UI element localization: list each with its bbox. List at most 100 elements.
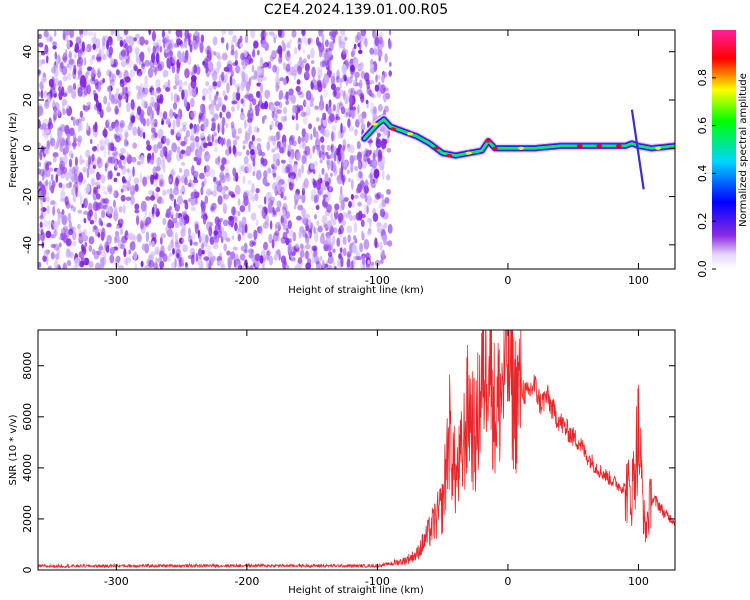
noise-speck xyxy=(262,63,267,68)
noise-speck xyxy=(198,235,202,244)
noise-speck xyxy=(320,123,325,134)
noise-speck xyxy=(299,142,302,149)
noise-speck xyxy=(57,137,63,148)
noise-speck xyxy=(112,73,116,83)
noise-speck xyxy=(102,35,106,47)
noise-speck xyxy=(315,227,319,234)
noise-speck xyxy=(352,215,357,221)
noise-speck xyxy=(120,49,127,57)
noise-speck xyxy=(247,180,252,185)
noise-speck xyxy=(342,160,348,168)
noise-speck xyxy=(123,138,128,147)
noise-speck xyxy=(62,234,68,244)
noise-speck xyxy=(342,47,347,55)
noise-speck xyxy=(56,168,61,175)
noise-speck xyxy=(301,216,307,225)
noise-speck xyxy=(251,241,256,246)
noise-speck xyxy=(45,37,49,44)
noise-speck xyxy=(361,256,366,265)
noise-speck xyxy=(179,216,183,227)
noise-speck xyxy=(38,33,42,40)
noise-speck xyxy=(102,53,107,61)
noise-speck xyxy=(206,221,212,232)
noise-speck xyxy=(136,53,140,64)
noise-speck xyxy=(190,254,195,265)
noise-speck xyxy=(292,231,297,242)
noise-speck xyxy=(68,251,74,259)
noise-speck xyxy=(346,225,353,234)
noise-speck xyxy=(187,55,192,65)
noise-speck xyxy=(252,40,259,49)
noise-speck xyxy=(38,118,41,129)
noise-speck xyxy=(162,162,166,173)
noise-speck xyxy=(353,221,358,233)
noise-speck xyxy=(283,78,287,86)
noise-speck xyxy=(248,93,254,103)
noise-speck xyxy=(40,198,43,206)
noise-speck xyxy=(171,168,175,176)
noise-speck xyxy=(58,182,63,188)
noise-speck xyxy=(181,186,185,192)
noise-speck xyxy=(107,213,113,219)
noise-speck xyxy=(331,125,336,132)
noise-speck xyxy=(46,33,52,42)
noise-speck xyxy=(296,195,303,200)
noise-speck xyxy=(130,99,135,110)
noise-speck xyxy=(317,225,323,233)
noise-speck xyxy=(172,247,175,255)
noise-speck xyxy=(371,94,377,99)
noise-speck xyxy=(173,85,177,90)
noise-speck xyxy=(38,168,41,175)
colorbar-tick-label: 0.4 xyxy=(696,165,709,183)
noise-speck xyxy=(63,51,68,57)
noise-speck xyxy=(382,71,388,79)
noise-speck xyxy=(239,35,243,43)
noise-speck xyxy=(166,189,170,194)
noise-speck xyxy=(385,130,390,138)
noise-speck xyxy=(355,212,361,221)
noise-speck xyxy=(295,151,302,162)
noise-speck xyxy=(168,173,174,185)
noise-speck xyxy=(333,165,338,175)
noise-speck xyxy=(47,265,52,269)
noise-speck xyxy=(308,123,313,130)
noise-speck xyxy=(99,264,105,269)
noise-speck xyxy=(86,122,89,131)
noise-speck xyxy=(115,108,120,114)
noise-speck xyxy=(113,190,119,199)
noise-speck xyxy=(135,85,140,91)
noise-speck xyxy=(383,222,388,229)
noise-speck xyxy=(310,162,313,170)
noise-speck xyxy=(344,93,349,105)
noise-speck xyxy=(53,114,56,123)
noise-speck xyxy=(358,113,363,123)
noise-speck xyxy=(234,184,241,196)
noise-speck xyxy=(301,34,307,44)
noise-speck xyxy=(128,176,132,182)
noise-speck xyxy=(157,128,164,140)
noise-speck xyxy=(195,140,200,149)
noise-speck xyxy=(318,150,322,159)
noise-speck xyxy=(224,73,228,83)
noise-speck xyxy=(231,78,236,86)
noise-speck xyxy=(119,155,125,161)
noise-speck xyxy=(181,211,185,223)
noise-speck xyxy=(136,233,142,243)
noise-speck xyxy=(357,42,361,47)
noise-speck xyxy=(93,186,97,194)
noise-speck xyxy=(271,148,276,153)
noise-speck xyxy=(381,40,385,48)
noise-speck xyxy=(205,81,210,87)
noise-speck xyxy=(175,175,181,184)
noise-speck xyxy=(338,103,344,110)
noise-speck xyxy=(39,221,43,229)
noise-speck xyxy=(98,218,102,226)
noise-speck xyxy=(83,217,87,224)
noise-speck xyxy=(156,210,160,216)
noise-speck xyxy=(156,156,162,168)
noise-speck xyxy=(45,230,52,239)
noise-speck xyxy=(321,214,328,225)
noise-speck xyxy=(151,152,155,161)
noise-speck xyxy=(111,121,116,129)
